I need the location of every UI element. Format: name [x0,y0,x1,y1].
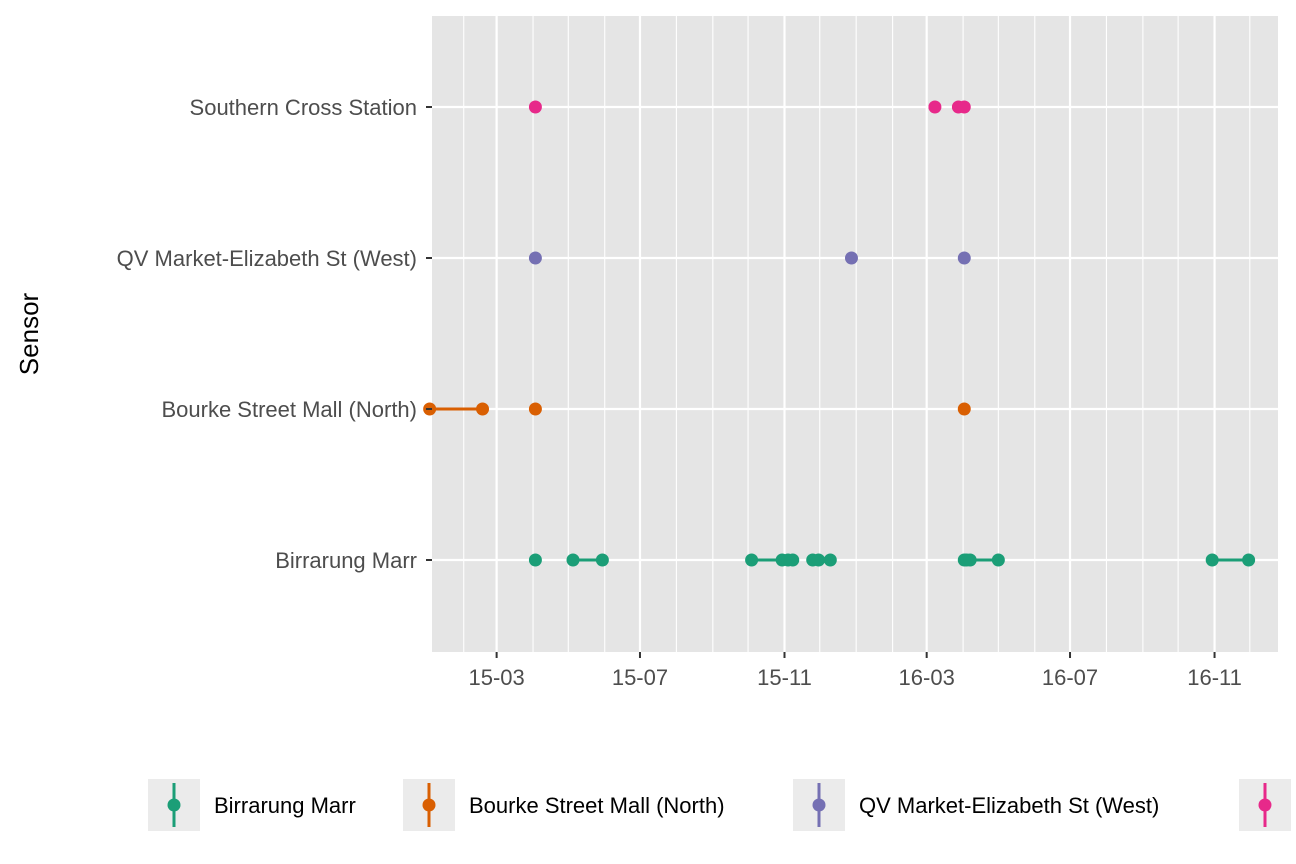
data-point [957,100,971,114]
data-point [528,553,542,567]
y-tick-label: QV Market-Elizabeth St (West) [117,246,417,271]
x-tick-label: 15-03 [468,665,524,690]
data-point [595,553,609,567]
y-axis-title: Sensor [14,292,44,375]
x-axis: 15-03 15-07 15-11 16-03 16-07 16-11 [468,652,1242,690]
data-point [528,100,542,114]
data-point [528,402,542,416]
legend-key-point [422,798,436,812]
y-tick-label: Birrarung Marr [275,548,417,573]
legend-label: Birrarung Marr [214,793,356,818]
legend-key-point [167,798,181,812]
plot-panel [432,16,1278,652]
data-point [928,100,942,114]
x-tick-label: 15-07 [612,665,668,690]
data-point [957,402,971,416]
minor-gridlines [463,16,1251,652]
x-tick-label: 16-03 [899,665,955,690]
legend-label: Bourke Street Mall (North) [469,793,725,818]
legend-key-point [1258,798,1272,812]
data-point [1205,553,1219,567]
data-point [991,553,1005,567]
data-point [963,553,977,567]
x-tick-label: 16-11 [1187,665,1242,690]
data-point [745,553,759,567]
legend-item: QV Market-Elizabeth St (West) [793,779,1159,831]
data-point [1242,553,1256,567]
legend: Birrarung Marr Bourke Street Mall (North)… [148,779,1291,831]
legend-label: QV Market-Elizabeth St (West) [859,793,1159,818]
data-point [844,251,858,265]
data-point [528,251,542,265]
data-point [957,251,971,265]
x-tick-label: 16-07 [1042,665,1098,690]
legend-item: Birrarung Marr [148,779,356,831]
legend-item: Bourke Street Mall (North) [403,779,725,831]
data-point [476,402,490,416]
y-axis: Birrarung Marr Bourke Street Mall (North)… [117,95,432,573]
y-tick-label: Bourke Street Mall (North) [161,397,417,422]
legend-key-point [812,798,826,812]
y-tick-label: Southern Cross Station [190,95,417,120]
data-point [812,553,826,567]
data-point [786,553,800,567]
data-marks [423,100,1256,567]
x-tick-label: 15-11 [757,665,812,690]
data-point [566,553,580,567]
legend-item [1239,779,1291,831]
data-point [823,553,837,567]
